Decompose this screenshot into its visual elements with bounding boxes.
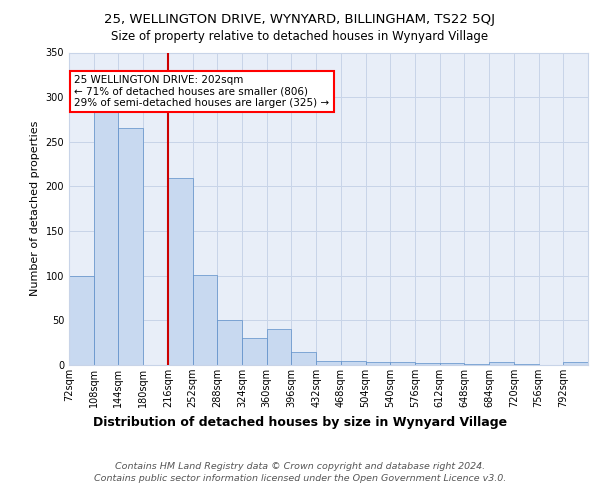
Text: Size of property relative to detached houses in Wynyard Village: Size of property relative to detached ho… [112,30,488,43]
Text: Contains HM Land Registry data © Crown copyright and database right 2024.
Contai: Contains HM Land Registry data © Crown c… [94,462,506,483]
Bar [341,360,365,365]
Bar [514,364,539,365]
Bar [292,352,316,365]
Bar [415,363,440,365]
Bar [390,362,415,365]
Bar [464,364,489,365]
Text: 25, WELLINGTON DRIVE, WYNYARD, BILLINGHAM, TS22 5QJ: 25, WELLINGTON DRIVE, WYNYARD, BILLINGHA… [104,12,496,26]
Bar [440,363,464,365]
Text: 25 WELLINGTON DRIVE: 202sqm
← 71% of detached houses are smaller (806)
29% of se: 25 WELLINGTON DRIVE: 202sqm ← 71% of det… [74,75,329,108]
Text: Distribution of detached houses by size in Wynyard Village: Distribution of detached houses by size … [93,416,507,429]
Bar [217,320,242,365]
Bar [365,362,390,365]
Bar [168,178,193,365]
Bar [489,362,514,365]
Bar [267,330,292,365]
Bar [242,338,267,365]
Bar [316,360,341,365]
Bar [193,275,217,365]
Bar [118,128,143,365]
Bar [94,108,118,365]
Y-axis label: Number of detached properties: Number of detached properties [30,121,40,296]
Bar [563,362,588,365]
Bar [69,276,94,365]
